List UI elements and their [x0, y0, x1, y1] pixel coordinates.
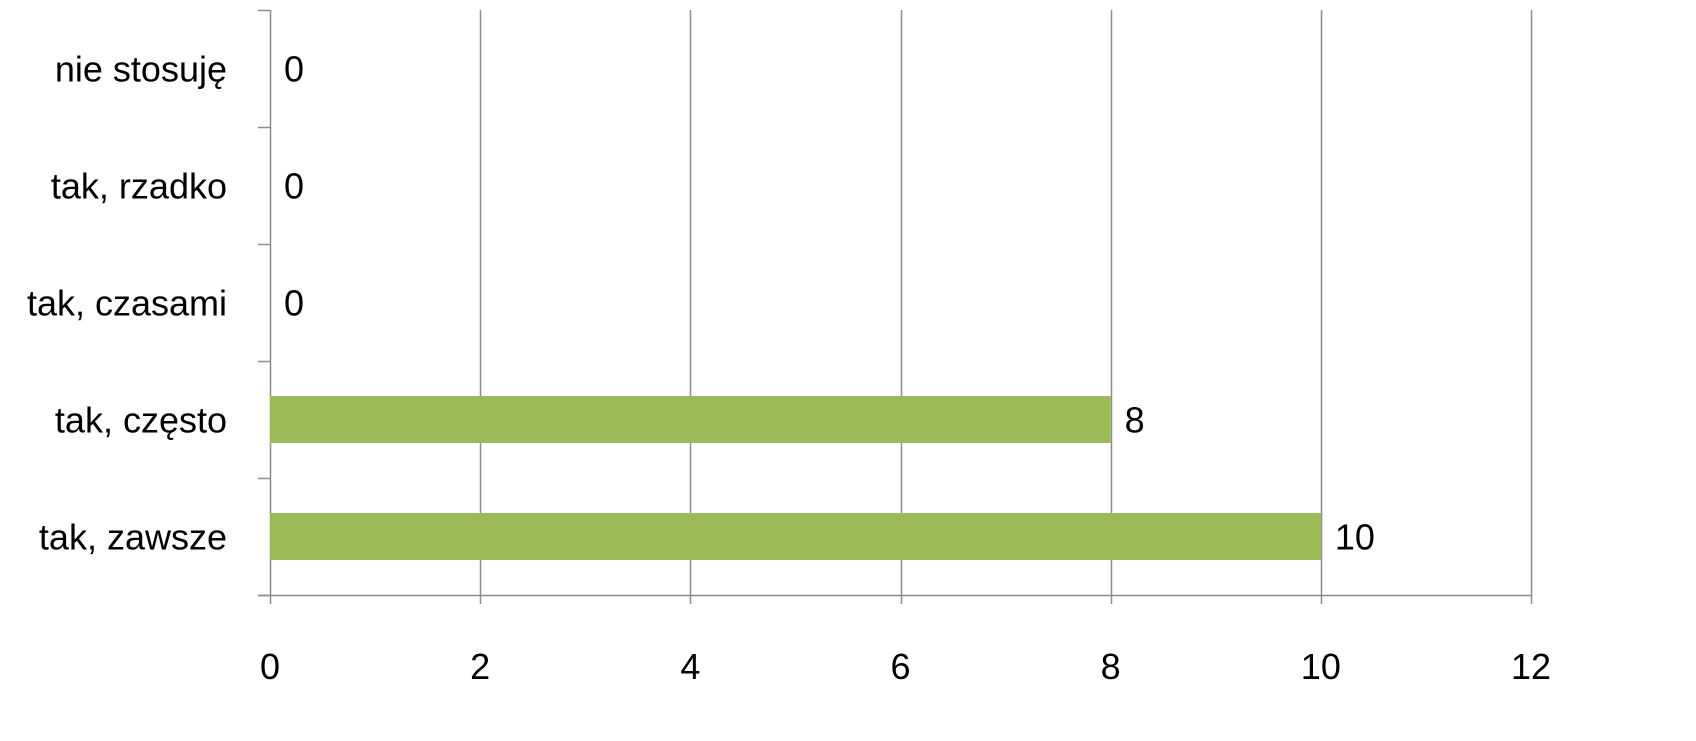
- x-tick-label: 8: [1101, 646, 1121, 687]
- x-tick-label: 2: [470, 646, 490, 687]
- axes: [258, 9, 1533, 604]
- bar-2: [270, 396, 1111, 443]
- x-tick-label: 0: [260, 646, 280, 687]
- y-category-label: tak, często: [55, 400, 227, 441]
- data-label: 10: [1335, 517, 1375, 558]
- labels: 0 2 4 6 8 10 12 tak, zawsze 10 tak, często 8 tak, c…: [27, 49, 1551, 688]
- bars: [270, 396, 1321, 560]
- y-category-label: nie stosuję: [55, 49, 227, 90]
- data-label: 0: [284, 49, 304, 90]
- x-tick-label: 10: [1301, 646, 1341, 687]
- data-label: 0: [284, 283, 304, 324]
- data-label: 0: [284, 166, 304, 207]
- y-category-label: tak, czasami: [27, 283, 227, 324]
- bar-1: [270, 513, 1321, 560]
- gridlines: [479, 10, 1533, 595]
- x-tick-label: 6: [890, 646, 910, 687]
- x-tick-label: 12: [1511, 646, 1551, 687]
- x-tick-label: 4: [680, 646, 700, 687]
- data-label: 8: [1125, 400, 1145, 441]
- y-category-label: tak, rzadko: [51, 166, 227, 207]
- y-category-label: tak, zawsze: [39, 517, 227, 558]
